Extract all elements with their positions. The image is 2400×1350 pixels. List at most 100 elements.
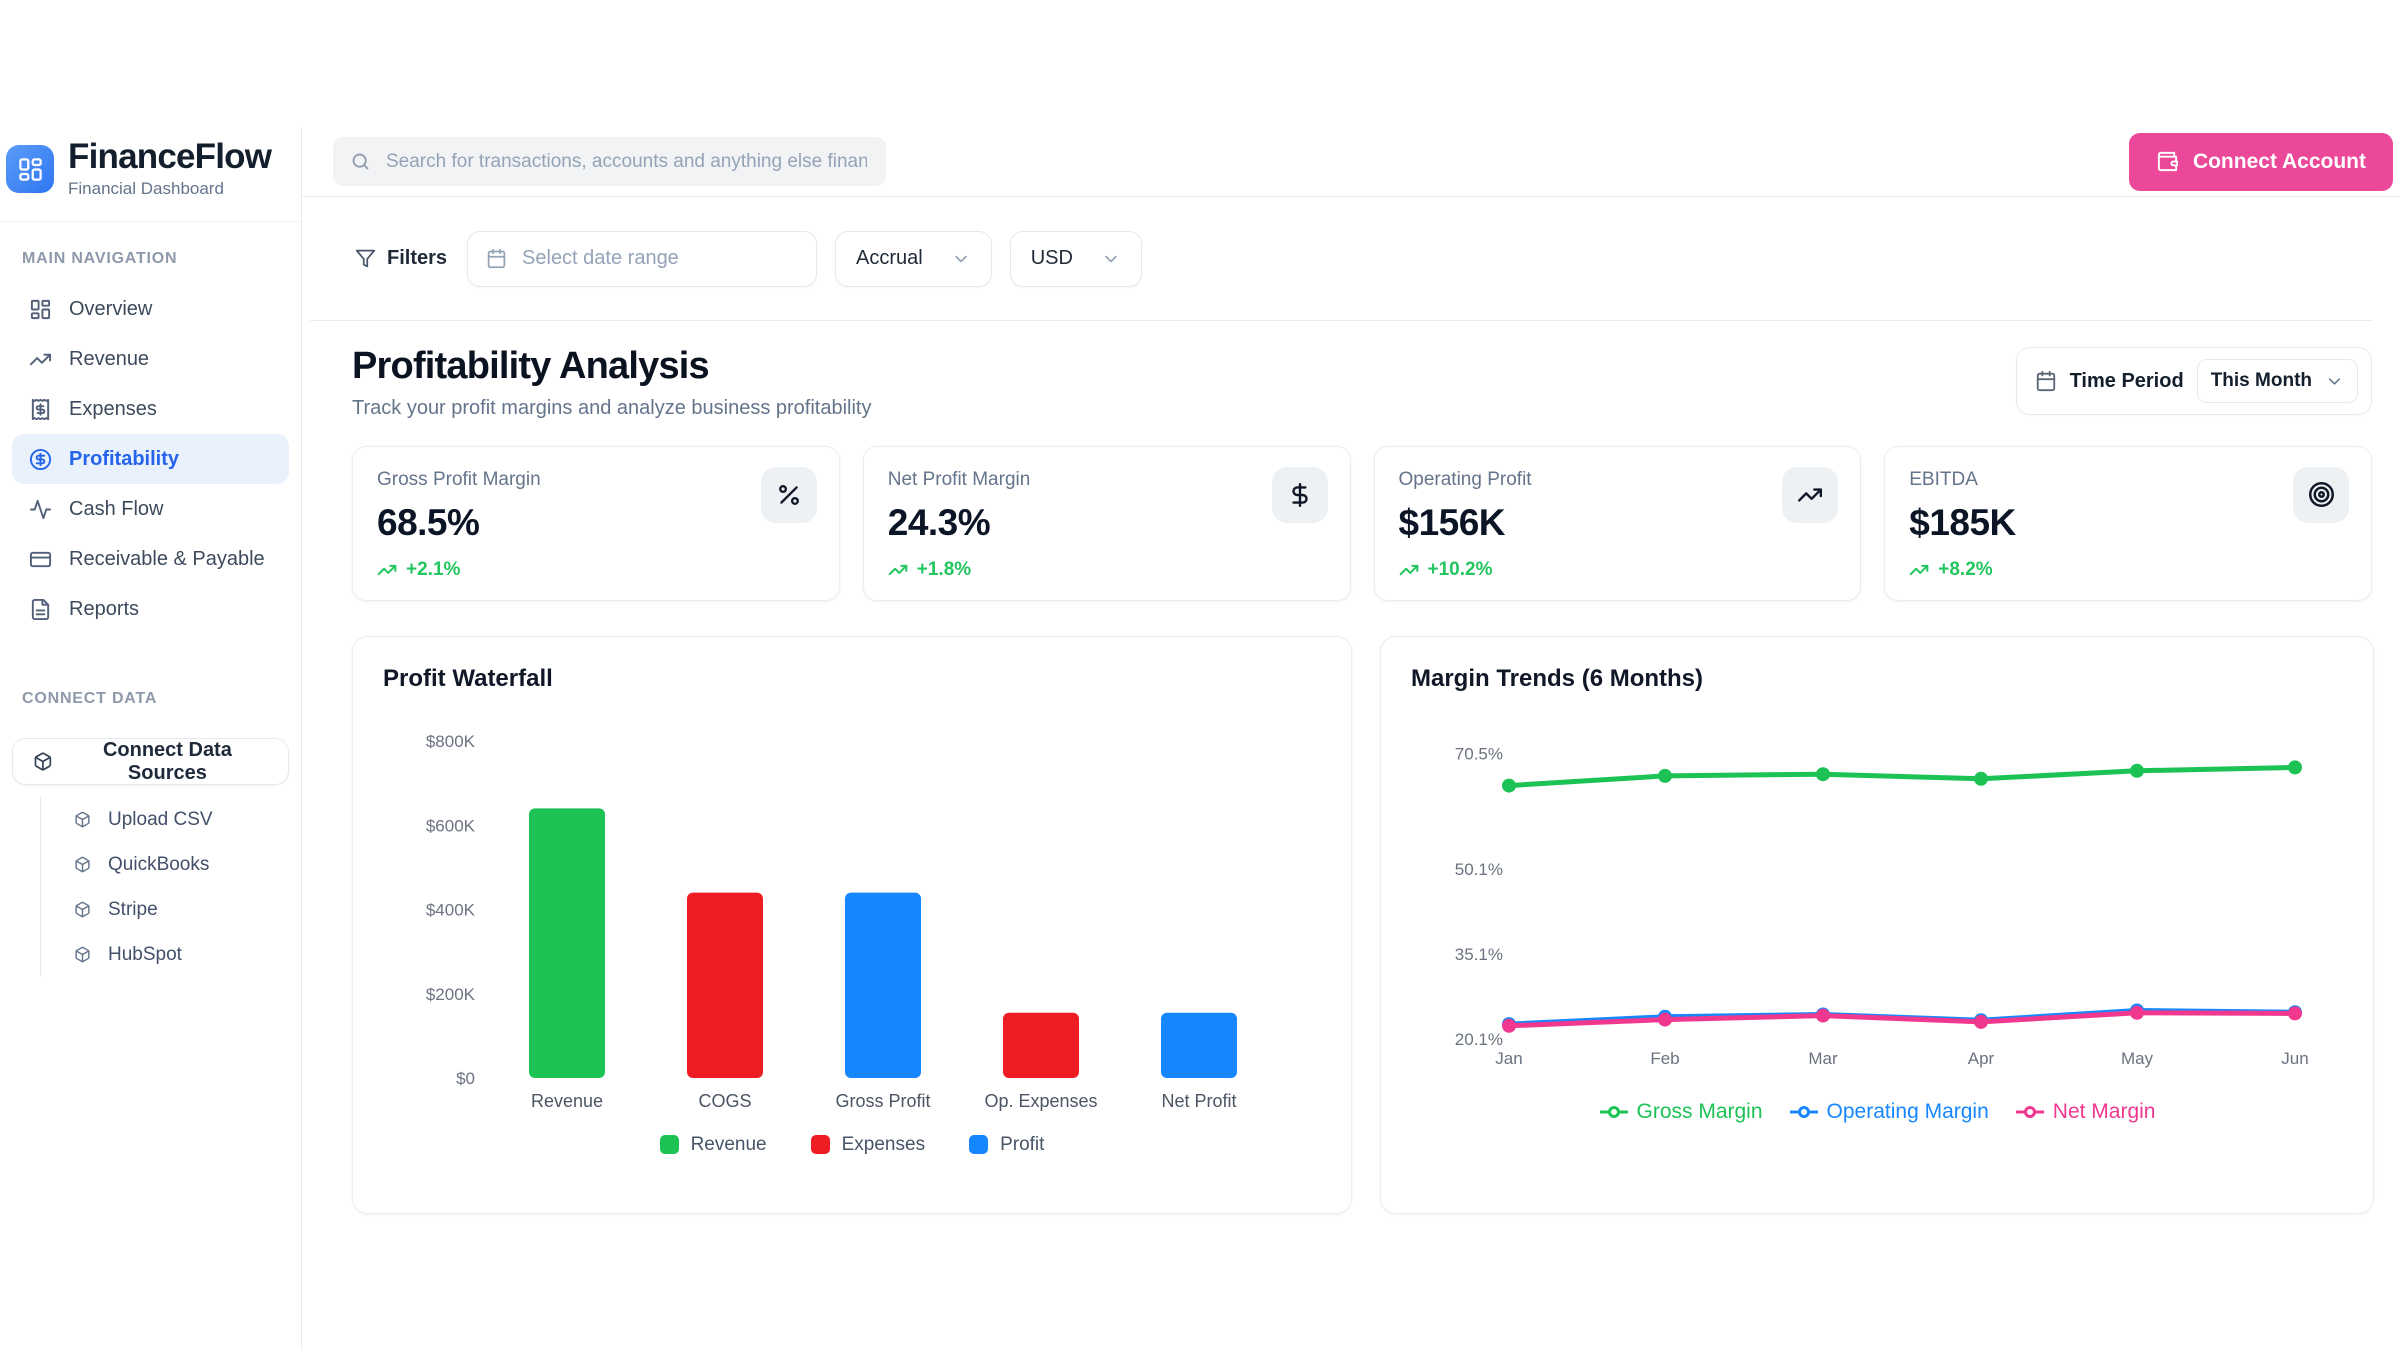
margin-point	[2288, 1006, 2302, 1021]
filter-icon	[355, 249, 376, 268]
layout-dashboard-icon	[30, 299, 51, 319]
app-shell: FinanceFlow Financial Dashboard MAIN NAV…	[0, 127, 2400, 1350]
kpi-value: 68.5%	[377, 501, 480, 543]
waterfall-xlabel: Net Profit	[1161, 1091, 1236, 1111]
wallet-icon	[2157, 151, 2178, 172]
legend-swatch	[659, 1135, 679, 1155]
kpi-delta: +8.2%	[1909, 559, 2347, 581]
connect-account-button[interactable]: Connect Account	[2128, 132, 2393, 191]
cube-icon	[34, 752, 52, 771]
legend-item[interactable]: Gross Margin	[1599, 1100, 1763, 1124]
kpi-label: Net Profit Margin	[887, 468, 1031, 490]
legend-label: Profit	[1000, 1133, 1045, 1155]
sidebar-item-hubspot[interactable]: HubSpot	[41, 932, 301, 977]
chevron-down-icon	[1105, 255, 1117, 262]
sidebar-item-label: Reports	[69, 597, 140, 620]
brand-block: FinanceFlow Financial Dashboard	[0, 127, 301, 222]
time-period-value: This Month	[2210, 370, 2312, 391]
trending-up-icon	[377, 564, 397, 576]
search-input[interactable]	[384, 149, 869, 174]
sidebar-item-label: Stripe	[108, 898, 158, 920]
accounting-basis-value: Accrual	[856, 247, 923, 269]
currency-select[interactable]: USD	[1009, 230, 1142, 287]
waterfall-bar	[1003, 1012, 1079, 1078]
sidebar-item-label: Overview	[69, 297, 153, 320]
main-area: Connect Account Filters Select date rang…	[302, 127, 2400, 1350]
sidebar: FinanceFlow Financial Dashboard MAIN NAV…	[0, 127, 302, 1350]
margin-xlabel: Feb	[1650, 1049, 1679, 1068]
sidebar-item-overview[interactable]: Overview	[12, 284, 289, 334]
cube-icon	[75, 946, 90, 963]
kpi-label: Gross Profit Margin	[377, 468, 541, 490]
section-header: Profitability Analysis Track your profit…	[352, 346, 2372, 420]
margin-ytick: 35.1%	[1455, 945, 1503, 964]
legend-item[interactable]: Expenses	[810, 1134, 925, 1156]
kpi-card-gross-profit-margin: Gross Profit Margin 68.5% +2.1%	[352, 445, 840, 601]
main-nav: Overview Revenue Expenses Profitability …	[0, 284, 301, 634]
sidebar-item-profitability[interactable]: Profitability	[12, 434, 289, 484]
main-nav-header: MAIN NAVIGATION	[22, 250, 178, 267]
section-titles: Profitability Analysis Track your profit…	[352, 346, 872, 420]
sidebar-item-cash-flow[interactable]: Cash Flow	[12, 484, 289, 534]
margin-point	[1658, 1012, 1672, 1027]
margin-xlabel: May	[2121, 1049, 2154, 1068]
legend-swatch	[969, 1135, 989, 1155]
legend-label: Gross Margin	[1636, 1099, 1763, 1123]
sidebar-item-receivable-payable[interactable]: Receivable & Payable	[12, 534, 289, 584]
legend-item[interactable]: Profit	[969, 1134, 1044, 1156]
sidebar-item-label: Receivable & Payable	[69, 547, 265, 570]
time-period-select[interactable]: This Month	[2196, 359, 2358, 403]
kpi-card-ebitda: EBITDA $185K +8.2%	[1884, 445, 2372, 601]
chart-title: Margin Trends (6 Months)	[1411, 664, 1704, 692]
waterfall-ytick: $600K	[426, 816, 476, 835]
waterfall-ytick: $0	[456, 1069, 475, 1088]
kpi-delta: +2.1%	[377, 559, 815, 581]
sidebar-item-label: Cash Flow	[69, 497, 164, 520]
margin-xlabel: Jun	[2281, 1049, 2308, 1068]
brand-name: FinanceFlow	[68, 137, 272, 176]
brand-text: FinanceFlow Financial Dashboard	[68, 137, 272, 199]
waterfall-ytick: $800K	[426, 732, 476, 751]
waterfall-bar	[529, 808, 605, 1078]
sidebar-item-stripe[interactable]: Stripe	[41, 887, 301, 932]
sidebar-item-label: Expenses	[69, 397, 157, 420]
kpi-delta-value: +2.1%	[406, 558, 461, 580]
layout-dashboard-icon	[18, 157, 42, 181]
waterfall-bar	[687, 892, 763, 1078]
global-search[interactable]	[333, 137, 886, 186]
line-marker-icon	[1789, 1105, 1818, 1118]
connect-data-sources-button[interactable]: Connect Data Sources	[12, 738, 289, 785]
waterfall-xlabel: Op. Expenses	[984, 1091, 1097, 1111]
line-marker-icon	[2015, 1105, 2044, 1118]
sidebar-item-revenue[interactable]: Revenue	[12, 334, 289, 384]
connect-data-sources-label: Connect Data Sources	[102, 738, 232, 784]
sidebar-item-quickbooks[interactable]: QuickBooks	[41, 842, 301, 887]
margin-trends-legend: Gross Margin Operating Margin Net Margin	[1411, 1100, 2343, 1124]
legend-item[interactable]: Revenue	[659, 1133, 767, 1156]
sidebar-item-label: QuickBooks	[108, 853, 210, 875]
legend-item[interactable]: Net Margin	[2015, 1100, 2155, 1124]
sidebar-item-expenses[interactable]: Expenses	[12, 384, 289, 434]
sidebar-item-upload-csv[interactable]: Upload CSV	[41, 797, 301, 842]
date-range-input[interactable]: Select date range	[467, 230, 818, 287]
waterfall-ytick: $200K	[426, 985, 476, 1004]
sidebar-item-reports[interactable]: Reports	[12, 584, 289, 634]
kpi-value: $156K	[1398, 501, 1506, 543]
waterfall-ytick: $400K	[426, 900, 476, 919]
kpi-value: 24.3%	[887, 501, 991, 543]
margin-point	[1502, 778, 1516, 793]
accounting-basis-select[interactable]: Accrual	[835, 230, 992, 287]
margin-point	[2130, 763, 2144, 778]
target-icon	[2293, 466, 2349, 523]
legend-item[interactable]: Operating Margin	[1789, 1100, 1989, 1124]
kpi-cards: Gross Profit Margin 68.5% +2.1% Net Prof…	[352, 445, 2372, 601]
margin-point	[2288, 760, 2302, 775]
kpi-card-net-profit-margin: Net Profit Margin 24.3% +1.8%	[862, 445, 1351, 601]
legend-label: Revenue	[690, 1133, 767, 1155]
line-marker-icon	[1599, 1105, 1628, 1118]
top-bar: Connect Account	[302, 127, 2400, 197]
profit-waterfall-card: Profit Waterfall $0 $200K $400K $600K $800K R…	[352, 635, 1352, 1214]
kpi-delta: +10.2%	[1399, 559, 1837, 581]
waterfall-bar	[845, 892, 921, 1078]
filters-toggle[interactable]: Filters	[355, 247, 447, 270]
